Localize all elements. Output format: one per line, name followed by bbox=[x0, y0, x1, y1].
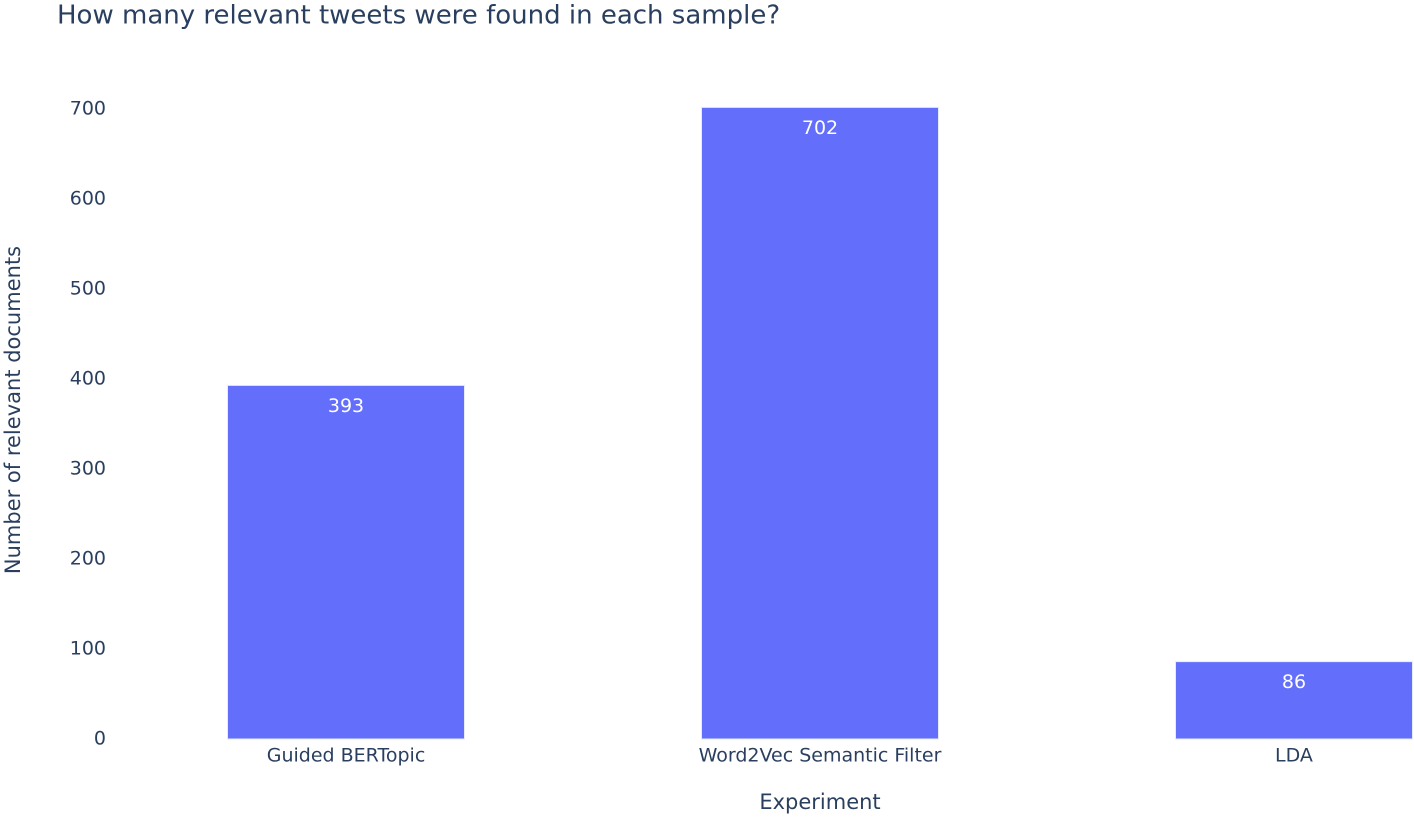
x-axis-title: Experiment bbox=[759, 790, 880, 814]
bar bbox=[1175, 661, 1413, 740]
y-tick-label: 100 bbox=[70, 638, 106, 660]
y-tick-label: 500 bbox=[70, 278, 106, 300]
y-axis-title: Number of relevant documents bbox=[1, 246, 25, 574]
y-tick-label: 0 bbox=[94, 728, 106, 750]
y-tick-label: 400 bbox=[70, 368, 106, 390]
bar bbox=[227, 384, 465, 740]
x-tick-label: Word2Vec Semantic Filter bbox=[699, 745, 942, 767]
y-tick-label: 200 bbox=[70, 548, 106, 570]
y-tick-label: 600 bbox=[70, 188, 106, 210]
x-tick-label: Guided BERTopic bbox=[267, 745, 426, 767]
x-tick-label: LDA bbox=[1275, 745, 1313, 767]
data-label: 702 bbox=[802, 117, 838, 139]
data-label: 393 bbox=[328, 395, 364, 417]
y-tick-label: 300 bbox=[70, 458, 106, 480]
data-label: 86 bbox=[1282, 671, 1306, 693]
bar bbox=[701, 106, 939, 740]
y-tick-label: 700 bbox=[70, 98, 106, 120]
chart-title: How many relevant tweets were found in e… bbox=[57, 1, 780, 31]
